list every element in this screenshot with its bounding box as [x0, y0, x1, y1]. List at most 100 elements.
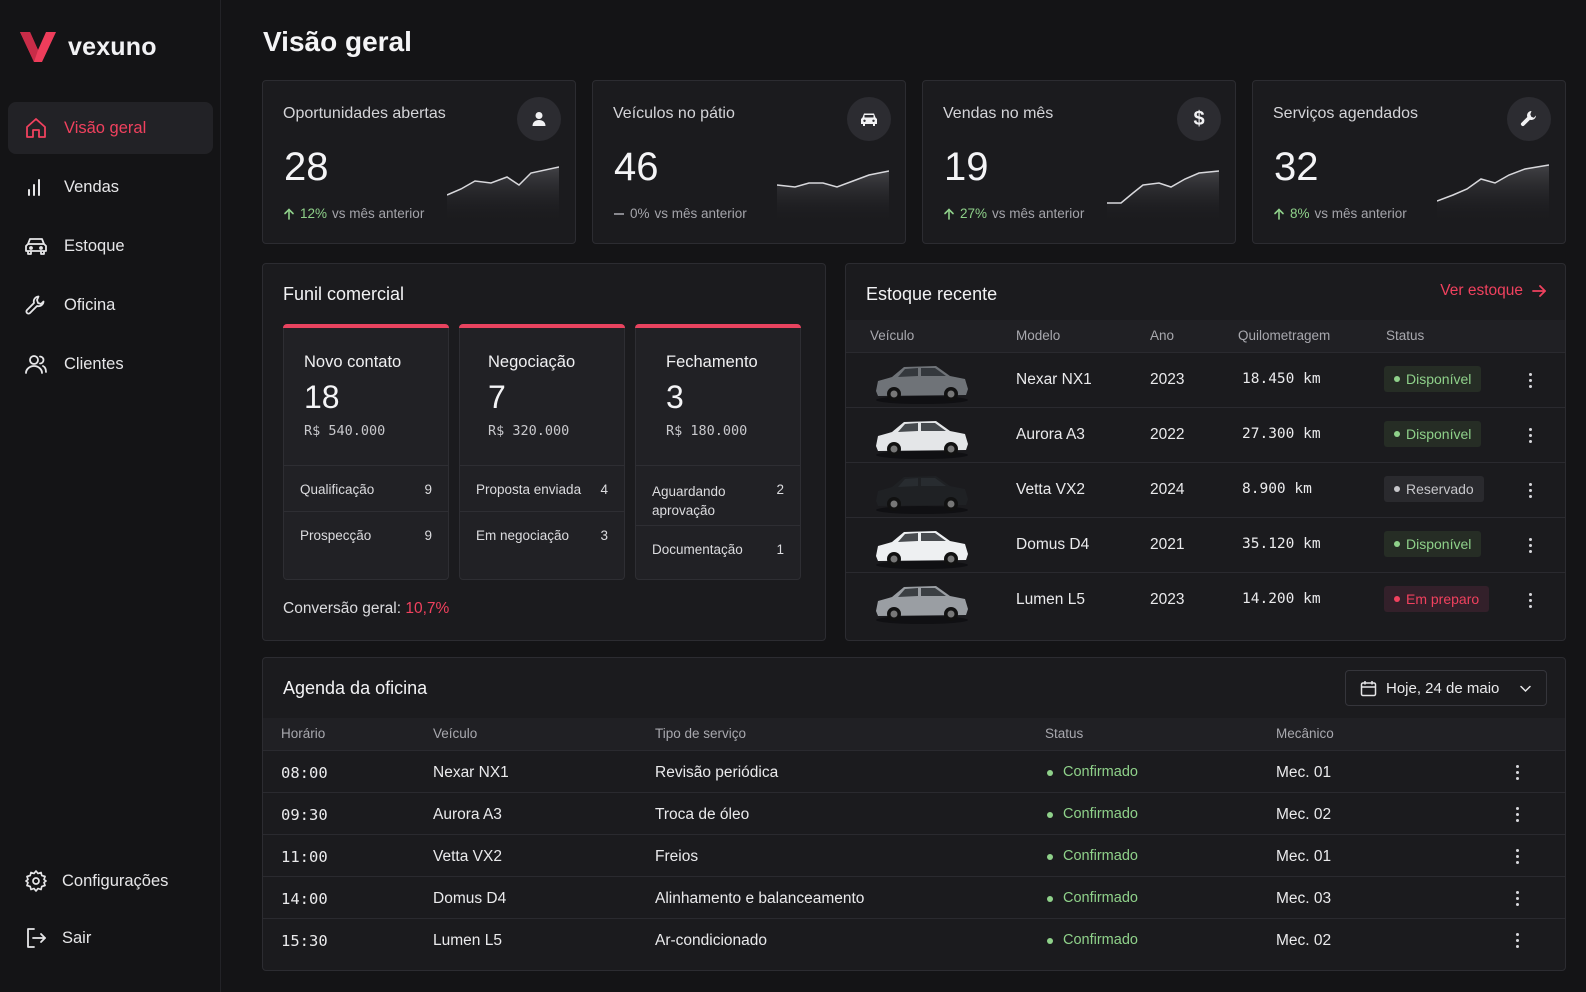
- page-title: Visão geral: [263, 26, 412, 57]
- brand-logo[interactable]: vexuno: [20, 30, 157, 64]
- stock-model: Nexar NX1: [1016, 371, 1092, 388]
- row-menu-icon[interactable]: [1507, 844, 1527, 868]
- agenda-row[interactable]: 08:00 Nexar NX1 Revisão periódica Confirmad…: [263, 750, 1565, 793]
- col-header: Ano: [1150, 328, 1175, 343]
- arrow-up-icon: [1274, 207, 1284, 220]
- sales-funnel-card: Funil comercial Novo contato 18 R$ 540.0…: [262, 263, 826, 641]
- stock-row[interactable]: Domus D4 2021 35.120 km Disponível: [846, 517, 1565, 572]
- row-menu-icon[interactable]: [1520, 478, 1540, 502]
- calendar-icon: [1360, 680, 1377, 696]
- stage-name: Fechamento: [666, 353, 758, 371]
- stage-count: 3: [666, 379, 684, 415]
- sub-label: Aguardando aprovação: [652, 484, 726, 518]
- agenda-row[interactable]: 09:30 Aurora A3 Troca de óleo Confirmado Mec…: [263, 792, 1565, 835]
- car-icon: [25, 238, 47, 255]
- gear-icon: [25, 870, 47, 892]
- row-menu-icon[interactable]: [1507, 760, 1527, 784]
- agenda-row[interactable]: 15:30 Lumen L5 Ar-condicionado Confirmado Me…: [263, 918, 1565, 961]
- agenda-time: 15:30: [281, 932, 328, 950]
- agenda-time: 09:30: [281, 806, 328, 824]
- sub-label: Documentação: [652, 542, 743, 557]
- funnel-stage-negociacao[interactable]: Negociação 7 R$ 320.000 Proposta enviada…: [459, 324, 625, 580]
- agenda-row[interactable]: 14:00 Domus D4 Alinhamento e balanceamento…: [263, 876, 1565, 919]
- nav-item-vendas[interactable]: Vendas: [8, 161, 213, 213]
- user-icon: [517, 97, 561, 141]
- stock-row[interactable]: Lumen L5 2023 14.200 km Em preparo: [846, 572, 1565, 627]
- nav-item-sair[interactable]: Sair: [8, 912, 213, 964]
- nav-item-configuracoes[interactable]: Configurações: [8, 855, 213, 907]
- agenda-mechanic: Mec. 02: [1276, 932, 1332, 949]
- nav-item-estoque[interactable]: Estoque: [8, 220, 213, 272]
- kpi-card-oportunidades[interactable]: Oportunidades abertas 28 12% vs mês ante…: [262, 80, 576, 244]
- wrench-icon: [1507, 97, 1551, 141]
- nav-item-label: Vendas: [64, 177, 120, 196]
- date-picker[interactable]: Hoje, 24 de maio: [1345, 670, 1547, 706]
- agenda-mechanic: Mec. 01: [1276, 764, 1332, 781]
- kpi-trend: 12% vs mês anterior: [283, 206, 424, 221]
- stock-row[interactable]: Aurora A3 2022 27.300 km Disponível: [846, 407, 1565, 462]
- funnel-stage-fechamento[interactable]: Fechamento 3 R$ 180.000 Aguardando aprov…: [635, 324, 801, 580]
- stage-amount: R$ 320.000: [488, 423, 570, 439]
- stage-count: 7: [488, 379, 506, 415]
- arrow-up-icon: [944, 207, 954, 220]
- status-badge: Disponível: [1384, 366, 1482, 392]
- row-menu-icon[interactable]: [1507, 928, 1527, 952]
- row-menu-icon[interactable]: [1520, 533, 1540, 557]
- nav-item-label: Visão geral: [64, 118, 147, 137]
- stock-title: Estoque recente: [866, 284, 998, 304]
- view-stock-label: Ver estoque: [1440, 282, 1523, 299]
- view-stock-link[interactable]: Ver estoque: [1440, 282, 1547, 300]
- nav-item-visao-geral[interactable]: Visão geral: [8, 102, 213, 154]
- sub-value: 2: [776, 482, 784, 497]
- row-menu-icon[interactable]: [1520, 588, 1540, 612]
- logout-icon: [27, 928, 46, 948]
- kpi-trend: 27% vs mês anterior: [943, 206, 1084, 221]
- conversion-value: 10,7%: [405, 600, 450, 617]
- stage-sub-row: Documentação 1: [636, 526, 800, 578]
- sub-label: Qualificação: [300, 482, 375, 497]
- stage-name: Negociação: [488, 353, 576, 371]
- stage-sub-row: Aguardando aprovação 2: [636, 466, 800, 526]
- agenda-row[interactable]: 11:00 Vetta VX2 Freios Confirmado Mec. 01: [263, 834, 1565, 877]
- row-menu-icon[interactable]: [1520, 368, 1540, 392]
- col-header: Veículo: [870, 328, 915, 343]
- nav-item-clientes[interactable]: Clientes: [8, 338, 213, 390]
- sub-value: 4: [600, 482, 608, 497]
- status-badge: Disponível: [1384, 531, 1482, 557]
- agenda-time: 11:00: [281, 848, 328, 866]
- kpi-title: Oportunidades abertas: [283, 105, 446, 122]
- agenda-table-header: Horário Veículo Tipo de serviço Status M…: [263, 718, 1565, 750]
- kpi-card-servicos[interactable]: Serviços agendados 32 8% vs mês anterior: [1252, 80, 1566, 244]
- stock-table-header: Veículo Modelo Ano Quilometragem Status: [846, 320, 1565, 352]
- stock-row[interactable]: Nexar NX1 2023 18.450 km Disponível: [846, 352, 1565, 407]
- nav-item-oficina[interactable]: Oficina: [8, 279, 213, 331]
- row-menu-icon[interactable]: [1507, 886, 1527, 910]
- recent-stock-card: Estoque recente Ver estoque Veículo Mode…: [845, 263, 1566, 641]
- funnel-title: Funil comercial: [283, 284, 405, 304]
- sub-value: 3: [600, 528, 608, 543]
- kpi-trend-suffix: vs mês anterior: [1314, 206, 1407, 221]
- vehicle-thumbnail: [876, 586, 968, 624]
- dollar-icon: $: [1177, 97, 1221, 141]
- row-menu-icon[interactable]: [1520, 423, 1540, 447]
- stage-breakdown: Qualificação 9 Prospecção 9: [284, 465, 448, 558]
- stock-km: 27.300 km: [1242, 426, 1321, 442]
- agenda-service: Troca de óleo: [655, 806, 750, 823]
- stock-year: 2023: [1150, 371, 1185, 388]
- funnel-stage-novo-contato[interactable]: Novo contato 18 R$ 540.000 Qualificação …: [283, 324, 449, 580]
- stock-row[interactable]: Vetta VX2 2024 8.900 km Reservado: [846, 462, 1565, 517]
- kpi-card-vendas[interactable]: Vendas no mês $ 19 27% vs mês anterior: [922, 80, 1236, 244]
- kpi-card-veiculos[interactable]: Veículos no pátio 46 0% vs mês anterior: [592, 80, 906, 244]
- nav-item-label: Sair: [62, 928, 92, 947]
- stock-km: 14.200 km: [1242, 591, 1321, 607]
- status-badge: Confirmado: [1045, 764, 1138, 780]
- row-menu-icon[interactable]: [1507, 802, 1527, 826]
- agenda-title: Agenda da oficina: [283, 678, 428, 698]
- kpi-trend-pct: 8%: [1290, 206, 1310, 221]
- stock-year: 2023: [1150, 591, 1185, 608]
- vehicle-thumbnail: [876, 476, 968, 514]
- sub-label: Prospecção: [300, 528, 372, 543]
- stock-year: 2024: [1150, 481, 1185, 498]
- stage-name: Novo contato: [304, 353, 402, 371]
- stage-sub-row: Proposta enviada 4: [460, 466, 624, 512]
